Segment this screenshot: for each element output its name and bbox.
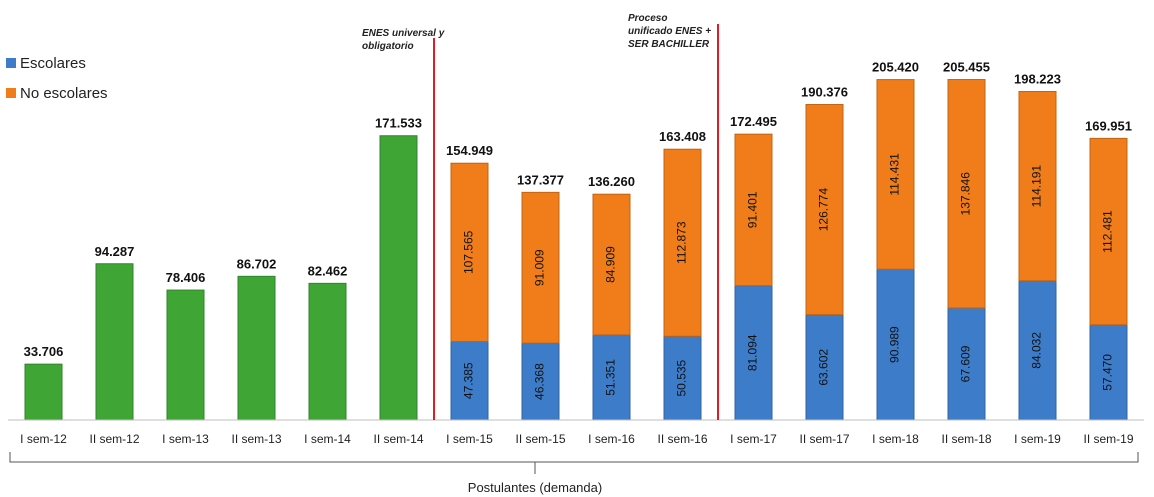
bar-no-escolares xyxy=(1089,137,1128,326)
bar-total xyxy=(166,289,205,421)
data-label-no-escolares: 107.565 xyxy=(462,230,476,274)
data-label-escolares: 57.470 xyxy=(1101,354,1115,391)
data-label-no-escolares: 112.873 xyxy=(675,221,689,264)
bar-total xyxy=(24,363,63,421)
legend-swatch-no-escolares xyxy=(6,88,16,98)
x-tick-label: II sem-14 xyxy=(373,432,423,446)
x-axis-bracket xyxy=(9,452,1139,463)
legend: Escolares No escolares xyxy=(6,52,108,112)
x-axis-title: Postulantes (demanda) xyxy=(467,480,603,495)
legend-label-no-escolares: No escolares xyxy=(20,84,108,102)
x-tick-label: I sem-18 xyxy=(872,432,919,446)
data-label-no-escolares: 91.401 xyxy=(746,191,760,228)
bar-escolares xyxy=(450,340,489,421)
data-label-escolares: 63.602 xyxy=(817,349,831,386)
data-label-total: 86.702 xyxy=(237,256,277,271)
annotation-proceso-line-2: unificado ENES + xyxy=(628,26,712,37)
data-label-total: 169.951 xyxy=(1085,118,1132,133)
x-tick-label: I sem-12 xyxy=(20,432,67,446)
x-tick-label: II sem-12 xyxy=(89,432,139,446)
x-tick-label: I sem-14 xyxy=(304,432,351,446)
x-tick-label: I sem-19 xyxy=(1014,432,1061,446)
bar-total xyxy=(95,263,134,421)
legend-item-no-escolares: No escolares xyxy=(6,82,108,104)
data-label-escolares: 51.351 xyxy=(604,359,618,396)
legend-item-escolares: Escolares xyxy=(6,52,108,74)
data-label-no-escolares: 91.009 xyxy=(533,249,547,286)
annotation-proceso-unificado: Proceso unificado ENES + SER BACHILLER xyxy=(628,12,711,51)
data-label-no-escolares: 114.431 xyxy=(888,153,902,196)
x-tick-label: I sem-13 xyxy=(162,432,209,446)
annotation-enes-line-1: ENES universal y xyxy=(362,28,445,39)
bar-no-escolares xyxy=(947,79,986,309)
data-label-total: 171.533 xyxy=(375,116,422,131)
bar-no-escolares xyxy=(521,191,560,344)
data-label-total: 205.455 xyxy=(943,60,990,75)
data-label-total: 78.406 xyxy=(166,270,206,285)
data-label-total: 82.462 xyxy=(308,263,348,278)
data-label-escolares: 67.609 xyxy=(959,345,973,382)
bar-escolares xyxy=(1089,324,1128,421)
data-label-no-escolares: 112.481 xyxy=(1101,210,1115,253)
x-tick-label: II sem-19 xyxy=(1083,432,1133,446)
bar-no-escolares xyxy=(805,104,844,316)
legend-label-escolares: Escolares xyxy=(20,54,86,72)
data-label-total: 205.420 xyxy=(872,60,919,75)
data-label-no-escolares: 84.909 xyxy=(604,246,618,283)
data-label-escolares: 46.368 xyxy=(533,363,547,400)
bar-total xyxy=(237,275,276,421)
data-label-escolares: 90.989 xyxy=(888,326,902,363)
bar-escolares xyxy=(805,314,844,421)
x-tick-label: II sem-15 xyxy=(515,432,565,446)
data-label-escolares: 50.535 xyxy=(675,359,689,396)
legend-swatch-escolares xyxy=(6,58,16,68)
data-label-no-escolares: 137.846 xyxy=(959,172,973,216)
annotation-proceso-line-1: Proceso xyxy=(628,13,668,24)
data-label-total: 136.260 xyxy=(588,174,635,189)
bar-escolares xyxy=(1018,280,1057,421)
data-label-total: 154.949 xyxy=(446,143,493,158)
bar-no-escolares xyxy=(734,133,773,287)
data-label-total: 137.377 xyxy=(517,172,564,187)
bar-no-escolares xyxy=(592,193,631,336)
x-tick-label: II sem-13 xyxy=(231,432,281,446)
data-label-escolares: 47.385 xyxy=(462,362,476,399)
data-label-total: 190.376 xyxy=(801,85,848,100)
annotation-enes-line-2: obligatorio xyxy=(362,41,414,52)
annotation-enes-universal: ENES universal y obligatorio xyxy=(362,27,444,53)
data-label-total: 94.287 xyxy=(95,244,135,259)
x-tick-label: II sem-16 xyxy=(657,432,707,446)
data-label-total: 33.706 xyxy=(24,344,64,359)
data-label-total: 172.495 xyxy=(730,114,777,129)
bar-total xyxy=(308,282,347,421)
x-tick-label: I sem-17 xyxy=(730,432,777,446)
bar-no-escolares xyxy=(663,148,702,337)
x-tick-label: II sem-17 xyxy=(799,432,849,446)
bar-no-escolares xyxy=(450,162,489,342)
x-tick-label: I sem-15 xyxy=(446,432,493,446)
data-label-total: 163.408 xyxy=(659,129,706,144)
bar-no-escolares xyxy=(1018,91,1057,282)
x-tick-label: I sem-16 xyxy=(588,432,635,446)
annotation-proceso-line-3: SER BACHILLER xyxy=(628,39,710,50)
bar-total xyxy=(379,135,418,421)
data-label-escolares: 81.094 xyxy=(746,334,760,371)
bar-no-escolares xyxy=(876,79,915,270)
x-tick-label: II sem-18 xyxy=(941,432,991,446)
data-label-total: 198.223 xyxy=(1014,72,1061,87)
data-label-no-escolares: 126.774 xyxy=(817,188,831,232)
data-label-no-escolares: 114.191 xyxy=(1030,165,1044,208)
data-label-escolares: 84.032 xyxy=(1030,332,1044,369)
